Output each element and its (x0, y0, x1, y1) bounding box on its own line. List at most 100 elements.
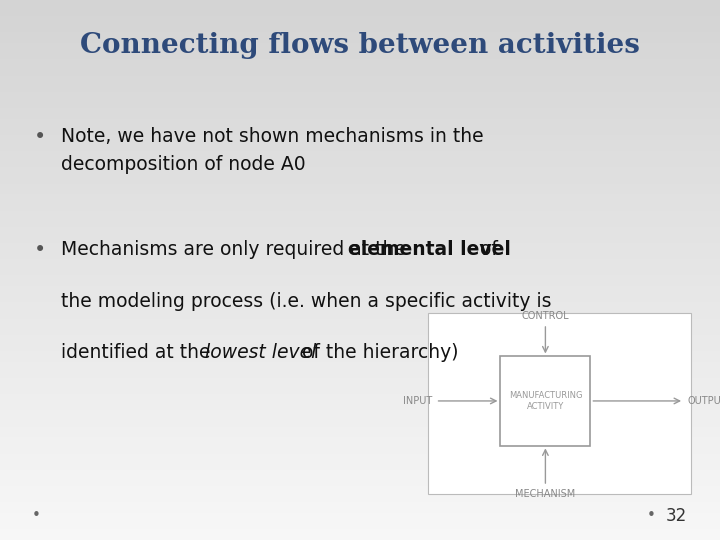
Bar (0, 475, 720, 481)
Text: of: of (474, 240, 498, 259)
Bar (0, 265, 720, 270)
Bar (0, 389, 720, 394)
Bar (500, 356, 590, 446)
Text: the modeling process (i.e. when a specific activity is: the modeling process (i.e. when a specif… (61, 292, 552, 310)
Bar (0, 405, 720, 410)
Bar (0, 346, 720, 351)
Bar (0, 508, 720, 513)
Bar (0, 356, 720, 362)
Bar (0, 22, 720, 27)
Bar (0, 162, 720, 167)
Bar (0, 459, 720, 464)
Bar (0, 518, 720, 524)
Bar (0, 124, 720, 130)
Bar (0, 243, 720, 248)
Bar (0, 351, 720, 356)
Bar (0, 383, 720, 389)
Bar (0, 308, 720, 313)
Bar (0, 216, 720, 221)
Bar (0, 292, 720, 297)
Text: MECHANISM: MECHANISM (516, 489, 575, 499)
Bar (0, 486, 720, 491)
Bar (0, 373, 720, 378)
Bar (0, 119, 720, 124)
Text: •: • (33, 127, 46, 147)
Bar (0, 227, 720, 232)
Bar (0, 340, 720, 346)
Bar (0, 205, 720, 211)
Text: Mechanisms are only required at the: Mechanisms are only required at the (61, 240, 412, 259)
Bar (0, 470, 720, 475)
Bar (0, 313, 720, 319)
Bar (0, 238, 720, 243)
Bar (0, 184, 720, 189)
Bar (0, 86, 720, 92)
Bar (0, 319, 720, 324)
Bar (0, 38, 720, 43)
Text: lowest level: lowest level (204, 343, 316, 362)
Bar (0, 140, 720, 146)
Bar (0, 146, 720, 151)
Bar (0, 416, 720, 421)
Bar (0, 103, 720, 108)
Bar (0, 270, 720, 275)
Bar (0, 0, 720, 5)
Text: elemental level: elemental level (348, 240, 511, 259)
Bar (0, 189, 720, 194)
Bar (0, 394, 720, 400)
Bar (0, 367, 720, 373)
Bar (0, 443, 720, 448)
Bar (0, 362, 720, 367)
Bar (0, 70, 720, 76)
Bar (0, 81, 720, 86)
Bar (0, 329, 720, 335)
Text: CONTROL: CONTROL (521, 311, 570, 321)
Text: OUTPUT: OUTPUT (688, 396, 720, 406)
Text: •: • (32, 508, 40, 523)
Bar (0, 232, 720, 238)
Bar (0, 378, 720, 383)
Bar (0, 432, 720, 437)
Bar (428, 313, 691, 494)
Bar (0, 448, 720, 454)
Bar (0, 281, 720, 286)
Bar (0, 437, 720, 443)
Bar (0, 135, 720, 140)
Text: Connecting flows between activities: Connecting flows between activities (80, 32, 640, 59)
Bar (0, 502, 720, 508)
Bar (0, 259, 720, 265)
Bar (0, 491, 720, 497)
Bar (0, 92, 720, 97)
Bar (0, 65, 720, 70)
Bar (0, 27, 720, 32)
Text: Note, we have not shown mechanisms in the
decomposition of node A0: Note, we have not shown mechanisms in th… (61, 127, 484, 174)
Bar (0, 16, 720, 22)
Bar (0, 275, 720, 281)
Bar (0, 324, 720, 329)
Bar (0, 427, 720, 432)
Bar (0, 43, 720, 49)
Bar (0, 113, 720, 119)
Bar (0, 248, 720, 254)
Bar (0, 32, 720, 38)
Bar (0, 59, 720, 65)
Bar (0, 481, 720, 486)
Bar (0, 11, 720, 16)
Bar (0, 421, 720, 427)
Bar (0, 151, 720, 157)
Bar (0, 221, 720, 227)
Bar (0, 194, 720, 200)
Bar (0, 97, 720, 103)
Bar (0, 529, 720, 535)
Bar (0, 524, 720, 529)
Text: of the hierarchy): of the hierarchy) (295, 343, 458, 362)
Text: MANUFACTURING
ACTIVITY: MANUFACTURING ACTIVITY (508, 390, 582, 411)
Bar (0, 254, 720, 259)
Bar (0, 5, 720, 11)
Text: identified at the: identified at the (61, 343, 217, 362)
Bar (0, 410, 720, 416)
Bar (0, 200, 720, 205)
Bar (0, 297, 720, 302)
Bar (0, 454, 720, 459)
Bar (0, 464, 720, 470)
